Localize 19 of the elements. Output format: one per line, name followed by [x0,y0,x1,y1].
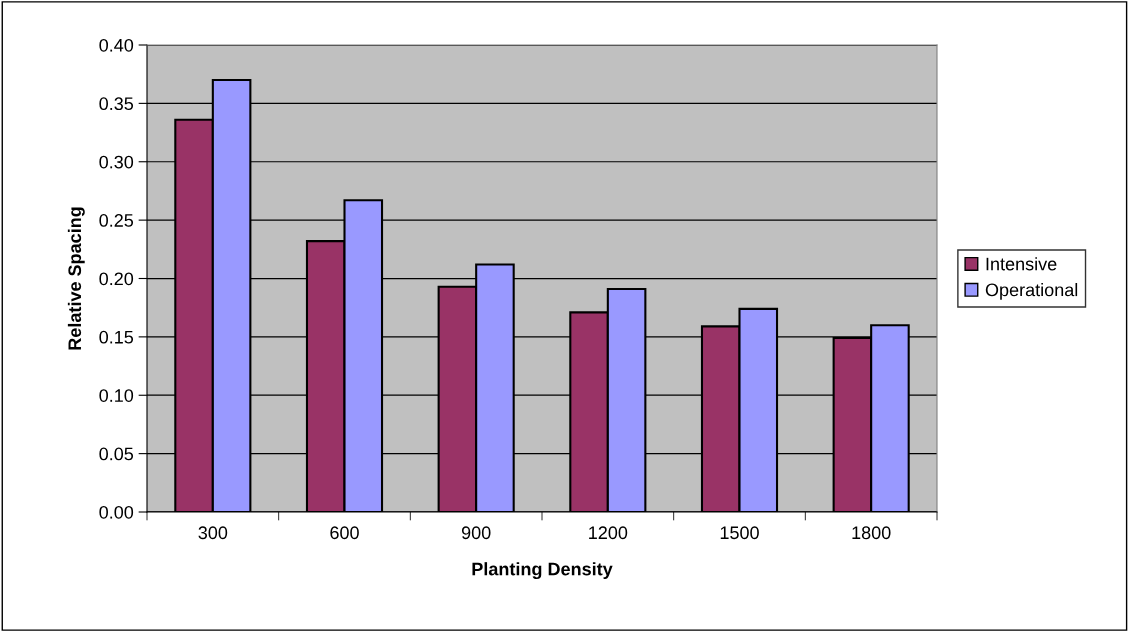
x-tick-label: 900 [461,526,491,540]
x-tick-label: 1800 [852,526,891,540]
y-tick-label: 0.25 [99,214,134,227]
legend-label: Intensive [986,257,1057,271]
y-tick-label: 0.20 [99,272,134,286]
x-tick-label: 300 [198,526,228,540]
y-tick-label: 0.10 [99,389,134,402]
y-tick-label: 0.30 [99,155,134,169]
y-axis-title: Relative Spacing [67,207,85,350]
y-tick-label: 0.35 [99,97,134,111]
x-tick-label: 600 [330,526,359,540]
x-axis-title: Planting Density [472,562,613,580]
x-tick-label: 1500 [720,526,759,540]
y-tick-label: 0.15 [99,330,134,344]
legend-label: Operational [985,283,1078,300]
y-tick-label: 0.00 [99,505,134,519]
y-tick-label: 0.05 [99,447,134,461]
y-tick-label: 0.40 [99,38,134,52]
x-tick-label: 1200 [589,526,628,540]
